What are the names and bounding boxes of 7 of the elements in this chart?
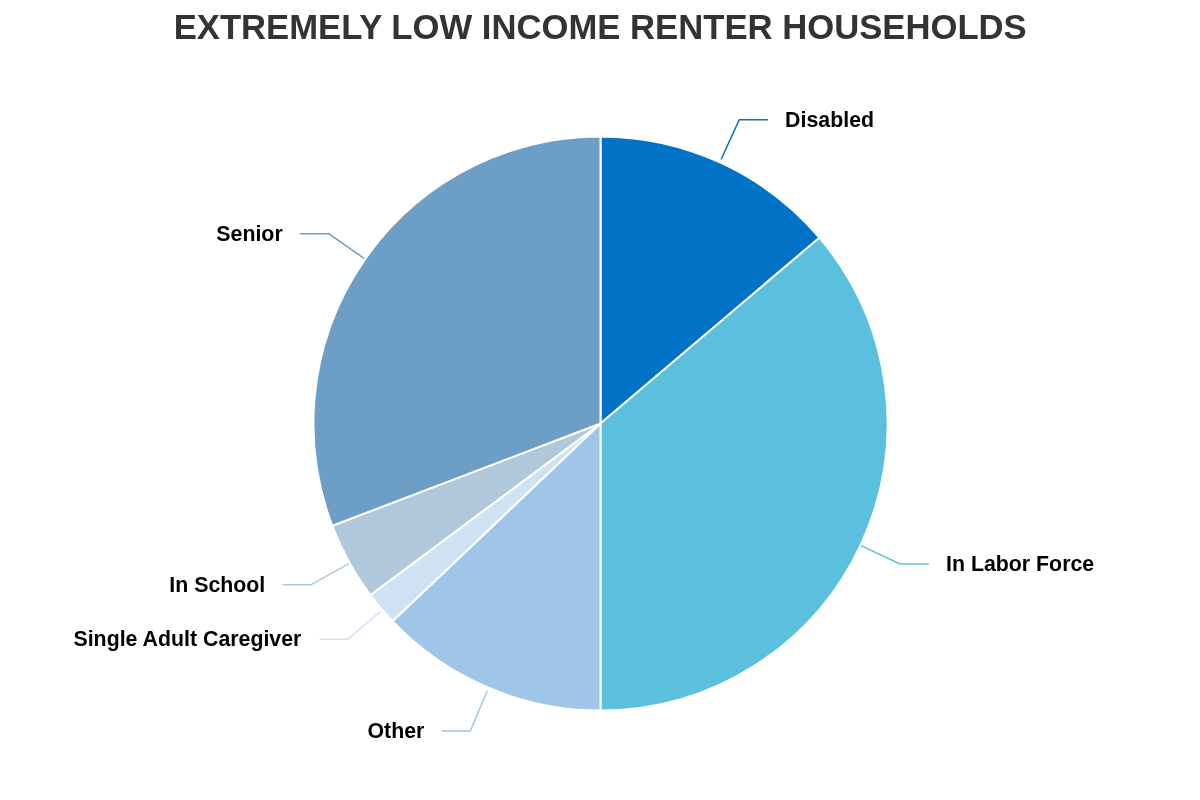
chart-title: EXTREMELY LOW INCOME RENTER HOUSEHOLDS — [173, 7, 1027, 46]
slice-label: Senior — [216, 221, 283, 246]
slice-label: In School — [169, 572, 266, 597]
slice-label: Disabled — [785, 107, 875, 132]
slice-label: Single Adult Caregiver — [73, 627, 302, 652]
slice-label: Other — [367, 718, 425, 743]
slice-label: In Labor Force — [946, 552, 1095, 577]
